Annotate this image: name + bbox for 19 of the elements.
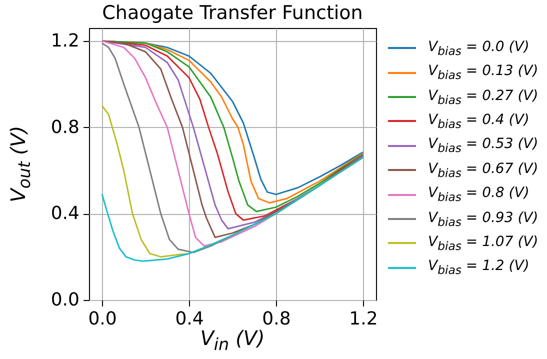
legend-label: V$_{bias}$ = 0.0 (V) xyxy=(428,38,530,58)
y-tick-label: 1.2 xyxy=(50,30,80,52)
legend-label: V$_{bias}$ = 0.13 (V) xyxy=(428,63,538,82)
legend-label: V$_{bias}$ = 0.4 (V) xyxy=(428,112,530,131)
x-tick-label: 0.8 xyxy=(262,308,291,330)
legend-label: V$_{bias}$ = 1.2 (V) xyxy=(428,258,530,278)
x-tick-label: 0.0 xyxy=(88,308,117,330)
y-tick-label: 0.4 xyxy=(50,203,80,224)
legend-label: V$_{bias}$ = 1.07 (V) xyxy=(428,234,538,253)
legend-label: V$_{bias}$ = 0.53 (V) xyxy=(428,136,538,156)
line-series xyxy=(101,156,364,262)
legend-label: V$_{bias}$ = 0.8 (V) xyxy=(428,185,530,204)
legend-label: V$_{bias}$ = 0.67 (V) xyxy=(428,160,538,180)
legend-label: V$_{bias}$ = 0.27 (V) xyxy=(428,88,538,106)
legend-label: V$_{bias}$ = 0.93 (V) xyxy=(428,210,538,228)
y-tick-label: 0.0 xyxy=(50,290,80,310)
x-tick-label: 1.2 xyxy=(349,308,378,330)
y-tick-label: 0.8 xyxy=(50,116,80,138)
chart-title: Chaogate Transfer Function xyxy=(102,2,363,24)
